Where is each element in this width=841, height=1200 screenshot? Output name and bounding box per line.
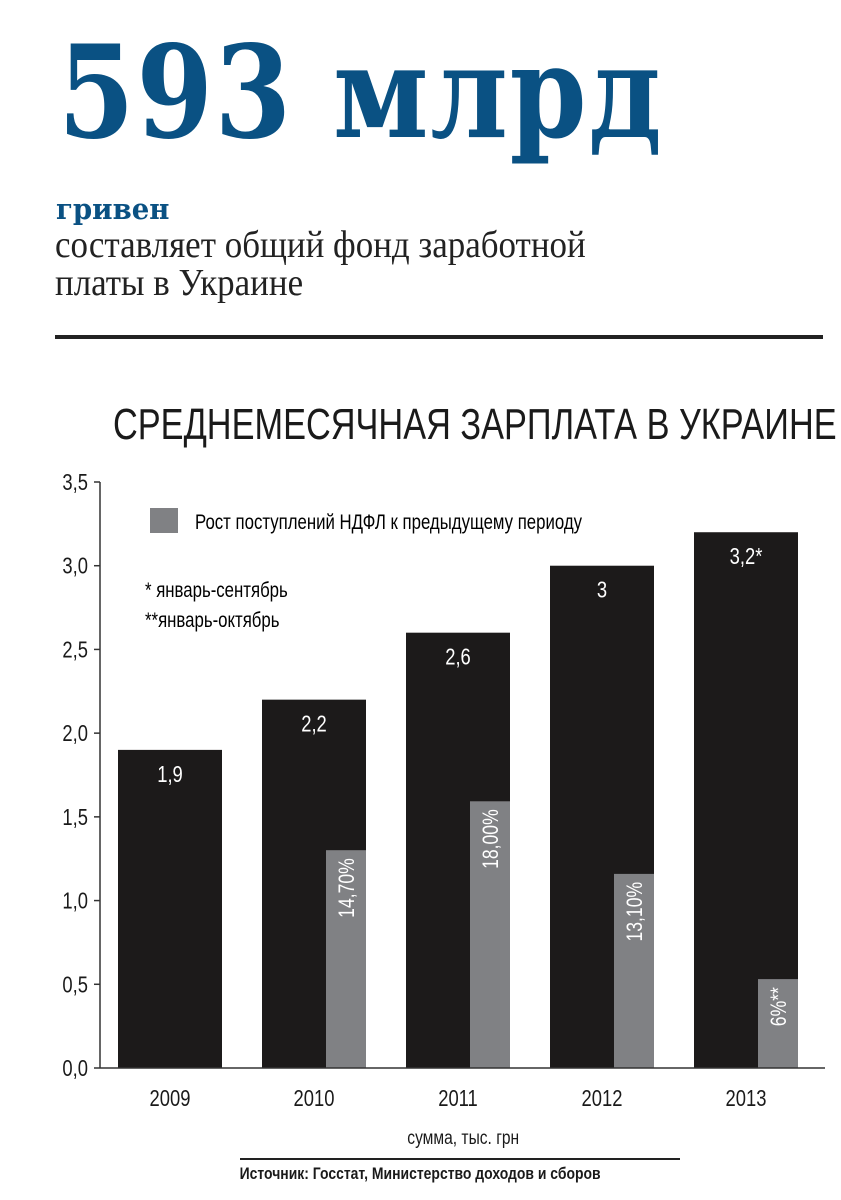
source: Источник: Госстат, Министерство доходов … xyxy=(0,1164,841,1184)
bar-label-salary-2010: 2,2 xyxy=(301,712,327,737)
y-tick-label: 1,0 xyxy=(62,889,88,914)
note-1: * январь-сентябрь xyxy=(145,579,288,602)
bar-label-salary-2011: 2,6 xyxy=(445,645,471,670)
chart-title: СРЕДНЕМЕСЯЧНАЯ ЗАРПЛАТА В УКРАИНЕ xyxy=(113,400,837,449)
legend-swatch xyxy=(150,508,178,533)
x-tick-label-2012: 2012 xyxy=(582,1086,623,1111)
y-tick-label: 2,5 xyxy=(62,638,88,663)
headline-number: 593 млрд xyxy=(58,18,664,168)
x-axis-label-text: сумма, тыс. грн xyxy=(407,1128,519,1149)
bar-label-ndfl-2011: 18,00% xyxy=(479,809,503,869)
bar-label-salary-2012: 3 xyxy=(597,578,607,603)
y-tick-label: 1,5 xyxy=(62,805,88,830)
bar-label-ndfl-2013: 6%** xyxy=(767,987,791,1026)
x-tick-label-2011: 2011 xyxy=(438,1086,478,1111)
y-tick-label: 2,0 xyxy=(62,721,88,746)
bar-ndfl-2010 xyxy=(326,850,366,1068)
divider xyxy=(55,335,823,339)
bar-label-salary-2009: 1,9 xyxy=(157,762,183,787)
y-tick-label: 0,5 xyxy=(62,972,88,997)
bar-salary-2009 xyxy=(118,749,222,1068)
y-tick-label: 0,0 xyxy=(62,1056,88,1081)
headline-subtitle: составляет общий фонд заработной платы в… xyxy=(55,226,586,302)
bar-label-ndfl-2010: 14,70% xyxy=(335,858,359,918)
bar-label-ndfl-2012: 13,10% xyxy=(623,882,647,942)
headline-unit: гривен xyxy=(56,192,170,226)
note-2: **январь-октябрь xyxy=(145,609,280,632)
x-tick-label-2009: 2009 xyxy=(150,1086,191,1111)
y-tick-label: 3,0 xyxy=(62,554,88,579)
x-axis-label: сумма, тыс. грн xyxy=(0,1128,841,1150)
bar-ndfl-2012 xyxy=(614,873,654,1068)
source-text: Источник: Госстат, Министерство доходов … xyxy=(240,1164,601,1183)
bar-ndfl-2011 xyxy=(470,801,510,1068)
source-divider xyxy=(240,1158,680,1160)
bar-label-salary-2013: 3,2* xyxy=(730,544,763,569)
subtitle-line-1: составляет общий фонд заработной xyxy=(55,224,586,266)
x-tick-label-2013: 2013 xyxy=(726,1086,767,1111)
bar-ndfl-2013 xyxy=(758,979,798,1068)
bar-salary-2013 xyxy=(694,532,798,1068)
subtitle-line-2: платы в Украине xyxy=(55,262,304,304)
x-tick-label-2010: 2010 xyxy=(294,1086,335,1111)
y-tick-label: 3,5 xyxy=(62,470,88,495)
legend-label: Рост поступлений НДФЛ к предыдущему пери… xyxy=(195,511,582,534)
